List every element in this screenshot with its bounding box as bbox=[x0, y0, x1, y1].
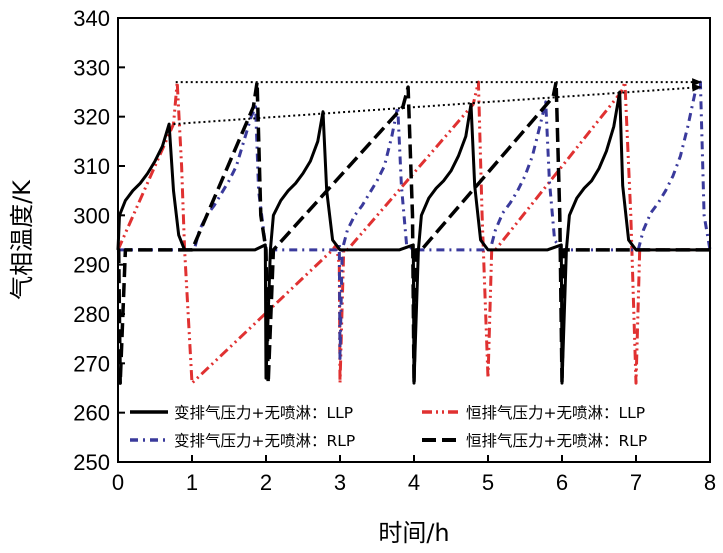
y-tick-label-320: 320 bbox=[73, 105, 110, 130]
y-axis-title: 气相温度/K bbox=[8, 179, 36, 300]
y-tick-label-310: 310 bbox=[73, 154, 110, 179]
y-tick-label-330: 330 bbox=[73, 55, 110, 80]
axes: 0 1 2 3 4 5 6 7 8 250 260 270 280 290 300 310 320 330 340 bbox=[73, 6, 716, 495]
x-tick-label-1: 1 bbox=[186, 470, 198, 495]
y-tick-label-300: 300 bbox=[73, 203, 110, 228]
y-tick-label-260: 260 bbox=[73, 401, 110, 426]
plot-lines bbox=[116, 80, 712, 385]
x-tick-label-6: 6 bbox=[556, 470, 568, 495]
series-line-1 bbox=[116, 90, 710, 385]
x-tick-label-2: 2 bbox=[260, 470, 272, 495]
y-tick-label-340: 340 bbox=[73, 6, 110, 31]
plot-frame bbox=[117, 17, 711, 463]
y-tick-label-280: 280 bbox=[73, 302, 110, 327]
legend-label-2: 变排气压力+无喷淋：RLP bbox=[174, 432, 355, 450]
y-tick-label-270: 270 bbox=[73, 351, 110, 376]
x-tick-label-3: 3 bbox=[334, 470, 346, 495]
legend-label-4: 恒排气压力+无喷淋：RLP bbox=[466, 432, 647, 450]
annotation-arrow-2 bbox=[173, 83, 703, 126]
x-axis-title: 时间/h bbox=[378, 519, 449, 547]
x-tick-label-4: 4 bbox=[408, 470, 420, 495]
x-tick-label-0: 0 bbox=[112, 470, 124, 495]
y-tick-label-290: 290 bbox=[73, 253, 110, 278]
x-tick-label-7: 7 bbox=[630, 470, 642, 495]
annotations bbox=[173, 78, 703, 126]
legend-label-3: 恒排气压力+无喷淋：LLP bbox=[466, 404, 645, 422]
legend-label-1: 变排气压力+无喷淋：LLP bbox=[174, 404, 353, 422]
x-tick-label-8: 8 bbox=[704, 470, 716, 495]
x-tick-label-5: 5 bbox=[482, 470, 494, 495]
legend: 变排气压力+无喷淋：LLP 变排气压力+无喷淋：RLP 恒排气压力+无喷淋：LLP 恒… bbox=[130, 404, 647, 450]
y-tick-label-250: 250 bbox=[73, 450, 110, 475]
